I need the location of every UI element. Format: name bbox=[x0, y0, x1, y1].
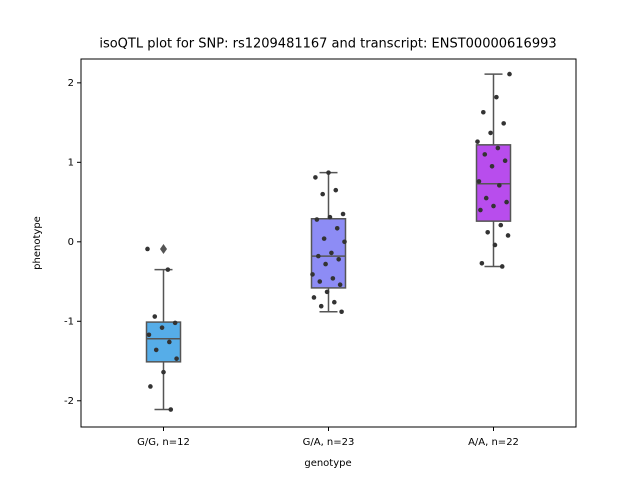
y-axis-label: phenotype bbox=[32, 216, 43, 270]
point bbox=[165, 267, 171, 272]
point bbox=[336, 256, 341, 262]
point bbox=[318, 303, 324, 309]
point bbox=[475, 139, 480, 144]
point bbox=[148, 384, 153, 389]
point bbox=[485, 229, 490, 235]
point bbox=[324, 289, 330, 295]
outlier bbox=[160, 243, 167, 254]
box bbox=[145, 321, 182, 363]
point bbox=[507, 71, 512, 77]
point bbox=[333, 187, 339, 193]
chart-title: isoQTL plot for SNP: rs1209481167 and tr… bbox=[99, 37, 556, 52]
point bbox=[310, 272, 315, 277]
y-tick-label: -2 bbox=[64, 396, 74, 407]
point bbox=[317, 279, 323, 284]
point bbox=[501, 121, 506, 126]
point bbox=[323, 261, 328, 267]
point bbox=[492, 242, 498, 248]
point bbox=[320, 191, 325, 197]
point bbox=[339, 309, 344, 315]
point bbox=[146, 332, 152, 338]
point bbox=[481, 109, 486, 115]
point bbox=[326, 170, 331, 175]
y-tick-label: -1 bbox=[64, 316, 74, 327]
plot-frame bbox=[80, 58, 577, 428]
point bbox=[483, 195, 489, 201]
point bbox=[334, 225, 340, 231]
x-tick-label: G/A, n=23 bbox=[303, 437, 355, 448]
x-tick-label: G/G, n=12 bbox=[137, 437, 190, 448]
point bbox=[313, 175, 318, 180]
y-tick-label: 0 bbox=[68, 237, 74, 248]
point bbox=[337, 282, 343, 288]
point bbox=[311, 295, 317, 300]
point bbox=[494, 94, 499, 100]
point bbox=[479, 260, 485, 266]
point bbox=[172, 320, 178, 326]
point bbox=[340, 211, 346, 217]
point bbox=[504, 199, 509, 205]
point bbox=[174, 356, 179, 361]
point bbox=[153, 347, 159, 353]
point bbox=[498, 222, 504, 228]
point bbox=[329, 250, 334, 256]
y-tick-label: 2 bbox=[68, 78, 74, 89]
point bbox=[488, 130, 493, 136]
point bbox=[321, 236, 327, 241]
point bbox=[499, 264, 505, 269]
point bbox=[495, 145, 501, 151]
point bbox=[478, 207, 483, 213]
point bbox=[491, 203, 496, 209]
y-tick-label: 1 bbox=[68, 157, 74, 168]
x-axis-label: genotype bbox=[304, 458, 351, 469]
point bbox=[502, 158, 508, 164]
box bbox=[310, 218, 347, 289]
point bbox=[168, 407, 174, 412]
point bbox=[327, 214, 333, 220]
point bbox=[505, 233, 511, 238]
point bbox=[476, 179, 482, 184]
point bbox=[316, 253, 321, 259]
point bbox=[332, 299, 337, 305]
point bbox=[497, 183, 502, 188]
point bbox=[145, 246, 150, 252]
box bbox=[475, 144, 512, 222]
point bbox=[152, 314, 158, 319]
point bbox=[161, 369, 166, 375]
point bbox=[482, 152, 488, 157]
point bbox=[342, 239, 347, 245]
point bbox=[314, 217, 320, 222]
point bbox=[489, 164, 495, 169]
point bbox=[330, 276, 336, 281]
point bbox=[159, 325, 165, 330]
x-tick-label: A/A, n=22 bbox=[468, 437, 519, 448]
point bbox=[167, 339, 172, 345]
